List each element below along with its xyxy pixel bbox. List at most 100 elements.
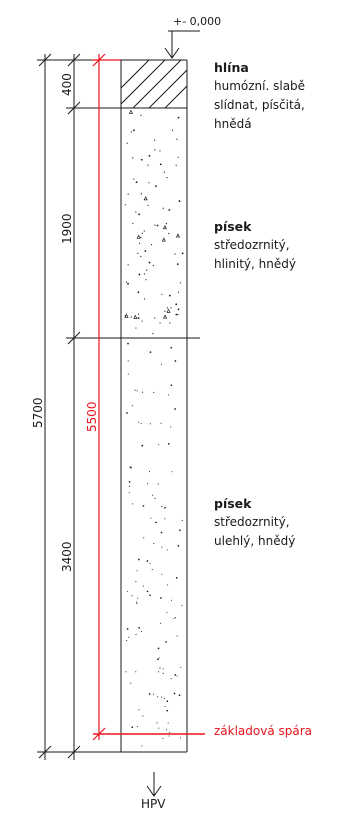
sand-dot [141,630,143,632]
layer-2-desc-line-1: středozrnitý, [214,238,290,252]
sand-dot [127,342,129,345]
sand-dot [141,320,143,322]
sand-dot [128,636,130,638]
dimension-total-label: 5700 [31,397,45,428]
sand-triangle [175,233,181,238]
layer-1-desc-line-1: humózní. slabě [214,79,306,93]
sand-dot [140,255,142,258]
sand-dot [165,729,168,731]
sand-dot [141,745,143,747]
sand-dot [135,671,137,673]
sand-dot [138,709,140,711]
sand-dot [164,506,166,509]
sand-dot [140,114,142,116]
sand-dot [149,594,151,597]
sand-dot [158,657,160,659]
sand-dot [137,317,140,320]
sand-dot [146,269,148,271]
sand-dot [161,293,163,295]
sand-dot [166,307,168,309]
sand-dot [135,633,137,636]
sand-dot [176,635,178,637]
sand-dot [157,647,160,650]
elevation-marker [164,30,200,59]
sand-dot [141,445,143,447]
sand-dot [174,674,177,676]
sand-dot [159,163,162,166]
sand-dot [148,261,151,264]
sand-dot [137,291,140,294]
sand-dot [142,715,144,717]
sand-dot [136,390,138,392]
sand-dot [167,584,169,586]
sand-dot [158,727,160,729]
sand-dot [162,672,164,675]
sand-dot [138,558,140,561]
sand-dot [162,737,164,739]
sand-dot [138,242,141,244]
layer-1-desc-line-3: hnědá [214,117,252,131]
sand-dot [127,590,129,592]
sand-dot [142,505,145,507]
sand-dot [150,244,153,246]
sand-dot [143,273,146,275]
sand-dot [175,577,178,579]
sand-dot [153,693,155,695]
sand-dot [140,236,142,239]
dimension-foundation-label: 5500 [85,401,99,432]
sand-dot [162,668,164,670]
sand-dot [164,518,166,520]
elevation-label: +- 0,000 [173,15,222,28]
sand-dot [135,211,137,213]
layer-2-name: písek [214,219,252,234]
sand-dot [164,697,166,699]
sand-dot [168,394,170,396]
sand-dot [134,389,136,391]
layer-hatch-hlina [121,60,187,108]
sand-triangle [161,237,166,242]
sand-dot [131,595,133,597]
sand-dot [127,360,129,362]
sand-dot [126,640,128,642]
sand-triangle [166,308,171,313]
sand-dot [160,531,163,534]
sand-dot [176,263,179,266]
sand-dot [175,313,178,316]
sand-dot [168,735,170,737]
sand-dot [180,666,182,668]
sand-dot [177,291,180,293]
sand-dot [174,360,177,362]
sand-dot [178,694,181,697]
sand-dot [126,142,128,144]
sand-dot [163,171,166,173]
sand-dot [133,178,135,180]
sand-dot [130,316,132,318]
sand-dot [178,200,181,202]
sand-dot [146,590,149,593]
sand-dot [157,483,159,485]
sand-dot [135,181,138,184]
sand-dot [164,310,166,312]
sand-dot [148,692,151,695]
sand-dot [155,521,157,524]
sand-dot [141,232,143,234]
dimension-layer-1-label: 400 [60,73,74,96]
sand-dot [160,422,162,424]
sand-dot [154,185,157,188]
sand-dot [159,322,161,324]
sand-dot [125,281,128,283]
sand-dot [177,308,180,311]
sand-dot [138,213,141,216]
layer-1-name: hlína [214,60,249,75]
sand-dot [136,570,138,572]
sand-dot [176,138,178,140]
sand-dot [149,351,152,354]
sand-dot [160,363,162,365]
sand-dot [130,682,132,684]
sand-dot [152,333,154,335]
sand-dot [126,628,129,630]
dimension-foundation [92,53,121,741]
sand-dot [136,602,138,604]
sand-dot [174,408,176,410]
